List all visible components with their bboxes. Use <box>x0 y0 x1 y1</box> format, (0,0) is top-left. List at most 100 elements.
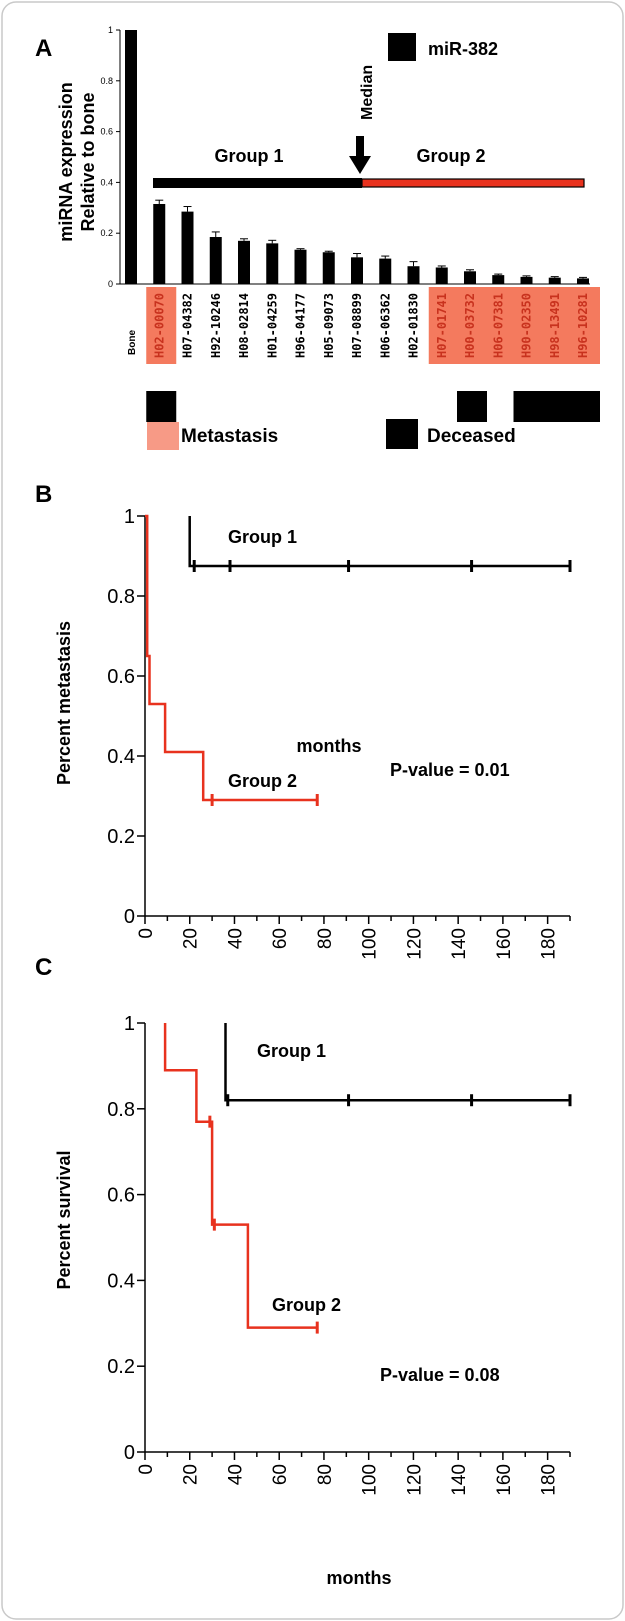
legend-label-metastasis: Metastasis <box>181 426 278 447</box>
x-tick-label-b: 120 <box>404 928 425 960</box>
y-tick-label-c: 0 <box>124 1442 135 1464</box>
group1-label-b: Group 1 <box>228 527 297 547</box>
bar <box>492 275 505 284</box>
panel-label-c: C <box>35 954 52 981</box>
group2-label-a: Group 2 <box>416 146 485 166</box>
deceased-marker <box>513 391 600 422</box>
x-tick-label-c: 20 <box>181 1464 202 1485</box>
x-tick-label-c: 140 <box>449 1464 470 1496</box>
x-tick-label-c: 120 <box>404 1464 425 1496</box>
x-tick-label-a: H06-07381 <box>491 293 505 358</box>
x-tick-label-a: H08-02814 <box>237 293 251 358</box>
bar <box>125 30 137 284</box>
y-tick-label-b: 1 <box>124 506 135 528</box>
x-tick-label-a: H96-04177 <box>294 293 308 358</box>
x-tick-label-b: 180 <box>539 928 560 960</box>
median-arrow <box>349 136 371 174</box>
x-tick-label-c: 100 <box>360 1464 381 1496</box>
metastasis-highlight <box>146 287 177 364</box>
bar <box>181 211 194 284</box>
x-tick-label-c: 40 <box>225 1464 246 1485</box>
x-tick-label-b: 40 <box>225 928 246 949</box>
metastasis-highlight <box>428 287 600 364</box>
y-tick-label-c: 0.6 <box>107 1185 135 1207</box>
y-tick-label-b: 0.8 <box>107 586 135 608</box>
x-tick-label-a: H07-08899 <box>350 293 364 358</box>
x-tick-label-a: H98-13491 <box>548 293 562 358</box>
legend-swatch-mir382 <box>388 33 416 61</box>
x-tick-label-c: 60 <box>270 1464 291 1485</box>
group1-bar <box>153 178 362 188</box>
y-tick-label-c: 0.4 <box>107 1270 135 1292</box>
bar <box>520 276 533 284</box>
panel-a: A miRNA expression Relative to bone 0 0.2… <box>35 25 600 450</box>
x-tick-label-a: Bone <box>127 330 138 355</box>
bar <box>548 277 561 284</box>
panel-label-a: A <box>35 35 52 62</box>
x-tick-label-a: H07-04382 <box>181 293 195 358</box>
x-tick-label-b: 100 <box>360 928 381 960</box>
bar <box>351 257 363 284</box>
x-tick-label-b: 80 <box>315 928 336 949</box>
panel-label-b: B <box>35 481 52 508</box>
y-tick-label-b: 0 <box>124 906 135 928</box>
bar <box>294 249 307 284</box>
bar <box>435 267 448 284</box>
series-line-b-1 <box>188 516 570 568</box>
x-tick-label-a: H92-10246 <box>209 293 223 358</box>
series-line-c-1 <box>224 1023 570 1102</box>
y-axis-label-a: miRNA expression Relative to bone <box>56 82 98 241</box>
panel-c: C Percent survival months 0 0.2 0.4 0.6 0.8 1… <box>35 954 572 1588</box>
x-tick-label-b: 0 <box>136 928 157 939</box>
x-tick-label-b: 160 <box>494 928 515 960</box>
y-tick-label-c: 0.8 <box>107 1099 135 1121</box>
axes-b: 0 0.2 0.4 0.6 0.8 1 0 20 40 60 80 100 120 140 160 180 <box>107 506 571 960</box>
bar <box>407 266 420 284</box>
legend-label-mir382: miR-382 <box>428 39 498 59</box>
legend-swatch-metastasis <box>147 422 179 450</box>
axes-c: 0 0.2 0.4 0.6 0.8 1 0 20 40 60 80 100 120 140 160 180 <box>107 1013 571 1496</box>
group2-label-c: Group 2 <box>272 1295 341 1315</box>
x-tick-label-b: 140 <box>449 928 470 960</box>
y-axis-label-a-line2: Relative to bone <box>78 92 98 231</box>
y-tick-label-a: 0 <box>108 279 113 289</box>
deceased-marker <box>457 391 487 422</box>
x-tick-label-a: H02-01830 <box>407 293 421 358</box>
y-tick-label-a: 1 <box>108 25 113 35</box>
x-axis-label-b: months <box>297 736 362 756</box>
y-tick-label-b: 0.6 <box>107 666 135 688</box>
legend-swatch-deceased <box>386 419 418 449</box>
series-line-b-2 <box>145 514 318 802</box>
group2-label-b: Group 2 <box>228 771 297 791</box>
bar <box>266 243 279 284</box>
x-tick-label-a: H90-02350 <box>520 293 534 358</box>
y-tick-label-b: 0.2 <box>107 826 135 848</box>
x-tick-label-a: H96-10281 <box>576 293 590 358</box>
x-tick-label-c: 180 <box>539 1464 560 1496</box>
bars-a <box>125 30 600 364</box>
panel-b: B Percent metastasis months 0 0.2 0.4 0.6 0.… <box>35 481 572 960</box>
p-value-c: P-value = 0.08 <box>380 1365 500 1385</box>
bar <box>577 278 589 284</box>
bar <box>153 203 166 284</box>
deceased-markers-a <box>146 391 600 422</box>
x-tick-label-a: H01-04259 <box>265 293 279 358</box>
x-tick-label-b: 20 <box>181 928 202 949</box>
x-tick-label-c: 0 <box>136 1464 157 1475</box>
y-tick-label-b: 0.4 <box>107 746 135 768</box>
y-axis-label-b: Percent metastasis <box>54 621 74 785</box>
x-tick-label-a: H07-01741 <box>435 293 449 358</box>
p-value-b: P-value = 0.01 <box>390 760 510 780</box>
bar <box>322 252 335 284</box>
y-tick-label-a: 0.4 <box>100 177 113 187</box>
series-line-c-2 <box>163 1023 318 1329</box>
x-tick-label-a: H00-03732 <box>463 293 477 358</box>
series-c <box>163 1023 572 1334</box>
x-axis-label-c: months <box>327 1568 392 1588</box>
bar <box>464 271 476 284</box>
group2-bar <box>361 178 585 188</box>
deceased-marker <box>146 391 177 422</box>
group1-label-c: Group 1 <box>257 1041 326 1061</box>
